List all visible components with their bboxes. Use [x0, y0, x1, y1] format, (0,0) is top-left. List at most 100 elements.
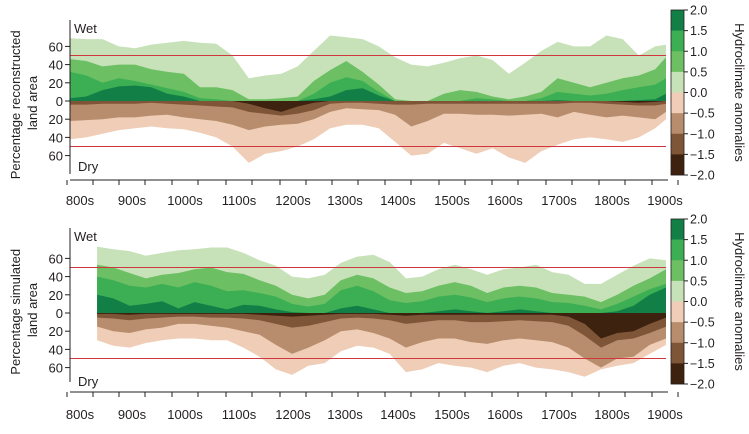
y-tick-label: 40: [49, 58, 63, 73]
x-tick-label: 1000s: [167, 407, 203, 422]
y-tick-label: 20: [49, 288, 63, 303]
x-tick-label: 900s: [118, 193, 147, 208]
x-tick-label: 1800s: [594, 407, 630, 422]
x-tick-label: 800s: [66, 193, 95, 208]
y-tick-label: 20: [49, 324, 63, 339]
colorbar-title: Hydroclimate anomalies: [732, 23, 747, 162]
x-tick-label: 900s: [118, 407, 147, 422]
y-axis-title-line1: Percentage reconstructed: [8, 30, 23, 179]
y-axis-title-line2: land area: [25, 282, 40, 337]
dry-areas: [97, 313, 666, 377]
y-tick-label: 60: [49, 251, 63, 266]
x-tick-label: 1300s: [327, 407, 363, 422]
x-tick-labels: 800s 900s 1000s 1100s 1200s 1300s 1400s 1500s 16…: [66, 180, 683, 208]
y-axis-title-line1: Percentage simulated: [8, 249, 23, 375]
simulated-panel: 60 40 20 0 20 40 60 800s 900s 1000s 1100s 1200s 130…: [8, 228, 683, 422]
colorbar-swatch: [671, 154, 684, 176]
x-tick-label: 1900s: [647, 407, 683, 422]
colorbar-swatch: [671, 280, 684, 302]
x-tick-label: 1600s: [487, 193, 523, 208]
y-axis-title: Percentage simulated land area: [8, 245, 40, 374]
x-tick-label: 1100s: [222, 193, 257, 208]
dry-areas: [70, 101, 666, 163]
x-tick-label: 800s: [66, 407, 95, 422]
x-tick-label: 1100s: [222, 407, 257, 422]
colorbar-tick-label: 0.0: [690, 295, 707, 309]
y-tick-labels: 60 40 20 0 20 40 60: [49, 251, 70, 376]
y-tick-label: 60: [49, 39, 63, 54]
colorbar-tick-label: 1.5: [690, 24, 707, 38]
colorbar-tick-label: 0.5: [690, 65, 707, 79]
colorbar-tick-label: −2.0: [690, 169, 715, 183]
colorbar-title: Hydroclimate anomalies: [732, 232, 747, 371]
colorbar-tick-label: −1.5: [690, 148, 715, 162]
wet-area-1: [70, 35, 666, 101]
x-tick-label: 1400s: [380, 193, 416, 208]
colorbar-swatch: [671, 10, 684, 31]
reference-lines: [70, 267, 666, 359]
x-tick-label: 1300s: [327, 193, 363, 208]
colorbar-swatch: [671, 71, 684, 93]
colorbar-tick-label: −1.5: [690, 357, 715, 371]
wet-area-4: [97, 287, 666, 313]
y-tick-label: 20: [49, 112, 63, 127]
dry-area-4: [97, 313, 666, 339]
dry-label: Dry: [78, 159, 99, 174]
dry-area-2: [97, 313, 666, 368]
colorbar-tick-label: 0.5: [690, 274, 707, 288]
colorbar-bottom: 2.0 1.5 1.0 0.5 0.0 −0.5 −1.0 −1.5 −2.0 Hydroclim…: [670, 213, 747, 392]
y-tick-label: 20: [49, 76, 63, 91]
colorbar-swatch: [671, 133, 684, 155]
y-tick-label: 60: [49, 361, 63, 376]
wet-areas: [97, 246, 666, 313]
wet-label: Wet: [74, 229, 97, 244]
colorbar-top: 2.0 1.5 1.0 0.5 0.0 −0.5 −1.0 −1.5 −2.0 Hydroclim…: [670, 4, 747, 183]
x-tick-label: 1800s: [594, 193, 630, 208]
y-tick-label: 40: [49, 342, 63, 357]
colorbar-swatch: [671, 30, 684, 52]
dry-area-3: [70, 101, 666, 116]
colorbar-tick-label: −0.5: [690, 107, 715, 121]
colorbar-tick-label: −0.5: [690, 316, 715, 330]
x-tick-label: 1500s: [434, 193, 470, 208]
y-tick-label: 40: [49, 130, 63, 145]
y-axis-title-line2: land area: [25, 75, 40, 130]
y-axis-title: Percentage reconstructed land area: [8, 27, 40, 180]
wet-area-2: [70, 57, 666, 101]
x-tick-label: 1200s: [275, 193, 311, 208]
reference-lines: [70, 55, 666, 147]
x-tick-label: 1200s: [275, 407, 311, 422]
x-tick-label: 1900s: [647, 193, 683, 208]
x-tick-label: 1000s: [167, 193, 203, 208]
wet-label: Wet: [74, 21, 97, 36]
x-tick-labels: 800s 900s 1000s 1100s 1200s 1300s 1400s 1500s 16…: [66, 392, 683, 422]
colorbar-swatch: [671, 301, 684, 323]
colorbar-tick-label: −1.0: [690, 336, 715, 350]
colorbar-swatch: [671, 322, 684, 344]
wet-area-3: [70, 71, 666, 101]
axes: [69, 228, 668, 393]
dry-area-2: [70, 101, 666, 131]
wet-area-3: [97, 276, 666, 313]
colorbar-swatch: [671, 239, 684, 261]
wet-areas: [70, 35, 666, 101]
colorbar-tick-label: −2.0: [690, 378, 715, 392]
y-tick-label: 0: [56, 306, 63, 321]
y-tick-label: 60: [49, 149, 63, 164]
wet-area-4: [70, 85, 666, 101]
x-tick-label: 1600s: [487, 407, 523, 422]
axes: [69, 20, 668, 181]
colorbar-tick-label: 2.0: [690, 4, 707, 18]
x-tick-label: 1700s: [541, 193, 577, 208]
colorbar-tick-label: 1.0: [690, 45, 707, 59]
colorbar-tick-label: 0.0: [690, 86, 707, 100]
x-tick-label: 1500s: [434, 407, 470, 422]
colorbar-tick-label: −1.0: [690, 127, 715, 141]
colorbar-swatch: [671, 260, 684, 282]
x-tick-label: 1700s: [541, 407, 577, 422]
y-tick-label: 0: [56, 94, 63, 109]
colorbar-swatch: [671, 92, 684, 114]
reconstructed-panel: 60 40 20 0 20 40 60 800s 900s 1000s 1100s 1200s 130…: [8, 20, 683, 208]
colorbar-swatch: [671, 219, 684, 240]
